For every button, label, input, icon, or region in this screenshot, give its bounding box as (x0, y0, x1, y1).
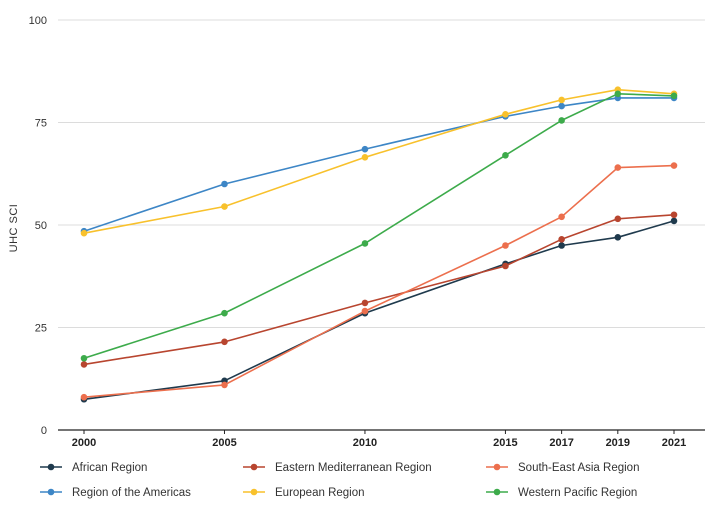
data-point (614, 90, 622, 98)
data-point (614, 164, 622, 171)
x-tick-label: 2005 (212, 437, 236, 449)
legend-swatch-marker (493, 488, 501, 496)
gridlines (58, 19, 705, 328)
legend: African Region Eastern Mediterranean Regi… (40, 462, 639, 499)
data-point (221, 338, 228, 346)
legend-swatch-marker (47, 463, 55, 471)
data-point (558, 236, 565, 243)
data-point (670, 217, 678, 225)
legend-label: Eastern Mediterranean Region (275, 462, 432, 474)
legend-label: Western Pacific Region (518, 487, 637, 499)
legend-swatch-marker (47, 488, 55, 496)
y-tick-label: 75 (35, 118, 47, 130)
data-point (670, 211, 678, 219)
legend-swatch-marker (250, 463, 258, 471)
data-point (502, 111, 509, 118)
series-line-european-region (83, 88, 675, 234)
data-point (221, 381, 228, 389)
data-point (80, 393, 88, 401)
x-tick-label: 2000 (72, 437, 96, 449)
data-point (221, 180, 228, 188)
y-tick-label: 100 (29, 15, 47, 27)
data-point (361, 307, 369, 315)
legend-label: African Region (72, 462, 147, 474)
data-point (558, 117, 565, 124)
legend-item-western-pacific-region: Western Pacific Region (486, 487, 637, 499)
legend-item-region-of-the-americas: Region of the Americas (40, 487, 191, 499)
legend-item-eastern-mediterranean-region: Eastern Mediterranean Region (243, 462, 432, 474)
series-western-pacific-region (80, 90, 678, 362)
data-point (80, 361, 88, 368)
data-point (558, 102, 565, 110)
data-point (361, 145, 369, 153)
data-point (80, 229, 88, 237)
x-tick-label: 2021 (662, 437, 686, 449)
y-axis-title: UHC SCI (8, 204, 20, 253)
y-tick-label: 50 (35, 220, 47, 232)
y-axis-ticks: 0 25 50 75 100 (29, 15, 47, 437)
data-point (502, 262, 509, 270)
series-line-eastern-mediterranean-region (83, 214, 675, 366)
series-european-region (80, 86, 678, 237)
series-south-east-asia-region (80, 162, 678, 401)
legend-item-african-region: African Region (40, 462, 147, 474)
y-tick-label: 0 (41, 425, 47, 437)
series-region-of-the-americas (80, 94, 678, 235)
x-tick-label: 2017 (549, 437, 573, 449)
data-point (670, 92, 678, 100)
data-point (502, 242, 509, 249)
data-point (361, 154, 369, 161)
data-point (558, 242, 565, 249)
legend-label: Region of the Americas (72, 487, 191, 499)
data-point (614, 234, 622, 241)
data-point (558, 96, 565, 104)
legend-label: South-East Asia Region (518, 462, 639, 474)
x-tick-label: 2010 (353, 437, 377, 449)
legend-item-south-east-asia-region: South-East Asia Region (486, 462, 639, 474)
series-african-region (80, 217, 678, 403)
data-point (80, 354, 88, 362)
legend-label: European Region (275, 487, 365, 499)
series-line-south-east-asia-region (83, 164, 675, 398)
data-point (221, 203, 228, 210)
data-point (614, 215, 622, 223)
legend-swatch-marker (493, 463, 501, 471)
series-line-western-pacific-region (83, 93, 675, 360)
data-point (361, 240, 369, 247)
data-point (221, 309, 228, 317)
series-lines (80, 86, 678, 403)
data-point (502, 152, 509, 159)
series-line-african-region (83, 220, 675, 401)
legend-item-european-region: European Region (243, 487, 365, 499)
legend-swatch-marker (250, 488, 258, 496)
data-point (670, 162, 678, 169)
series-eastern-mediterranean-region (80, 211, 678, 368)
y-tick-label: 25 (35, 323, 47, 335)
series-line-region-of-the-americas (83, 97, 674, 232)
data-point (361, 299, 369, 307)
x-axis-ticks: 2000 2005 2010 2015 2017 2019 2021 (72, 430, 686, 449)
data-point (558, 213, 565, 221)
x-tick-label: 2019 (606, 437, 630, 449)
x-tick-label: 2015 (493, 437, 517, 449)
